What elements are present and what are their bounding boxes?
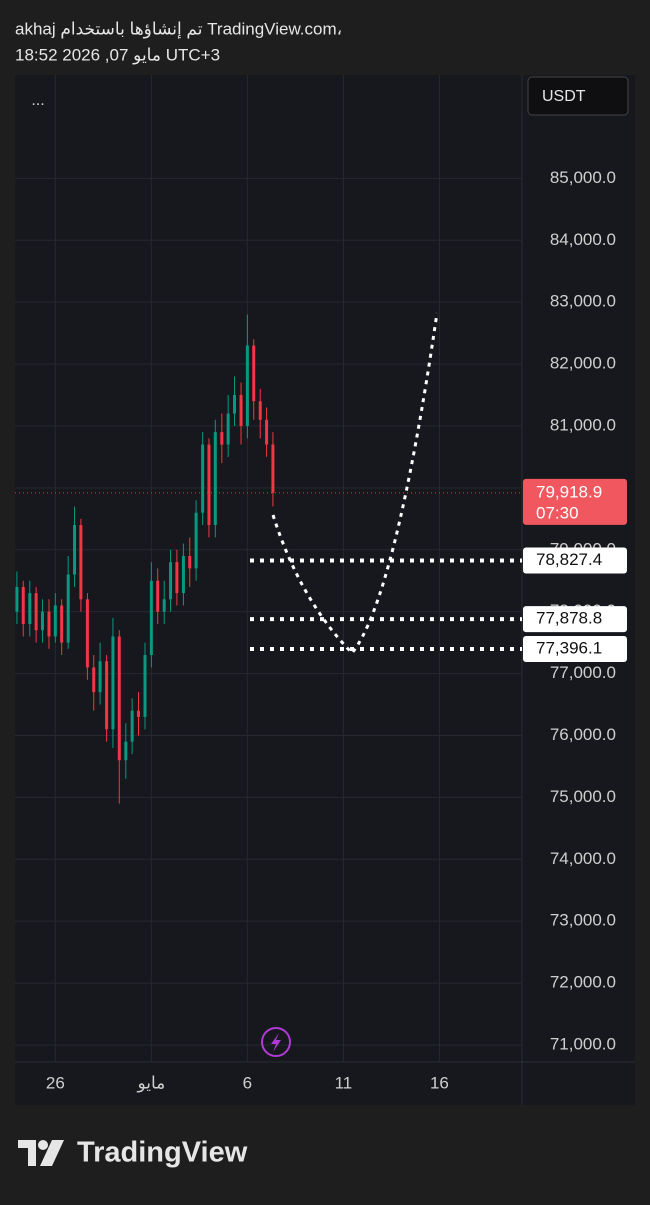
candle-body xyxy=(143,655,147,717)
candle-body xyxy=(92,667,96,693)
y-tick-label: 72,000.0 xyxy=(550,973,616,992)
candle-body xyxy=(53,605,57,637)
candle-body xyxy=(85,599,89,668)
candle-body xyxy=(156,580,160,612)
plot xyxy=(15,314,522,804)
candle-body xyxy=(149,580,153,656)
candle-body xyxy=(66,574,70,643)
header-date: 18:52 2026 ,07 مايو UTC+3 xyxy=(15,45,220,64)
y-tick-label: 82,000.0 xyxy=(550,354,616,373)
y-tick-label: 75,000.0 xyxy=(550,787,616,806)
candle-body xyxy=(79,525,83,600)
drawing-curve xyxy=(271,312,439,656)
y-tick-label: 83,000.0 xyxy=(550,292,616,311)
price-line-label: 77,878.8 xyxy=(536,609,602,628)
x-tick-label: مايو xyxy=(136,1073,165,1092)
candle-body xyxy=(245,345,249,426)
price-line-box xyxy=(523,547,627,574)
candle-body xyxy=(258,401,262,420)
candle-body xyxy=(28,593,32,625)
candle-body xyxy=(130,710,134,742)
lightning-glyph xyxy=(271,1033,281,1052)
candle-body xyxy=(188,555,192,569)
price-line-box xyxy=(523,636,627,663)
x-tick-label: 6 xyxy=(243,1073,252,1092)
countdown: 07:30 xyxy=(536,503,579,522)
candle-body xyxy=(98,661,102,693)
header-line: akhaj تم إنشاؤها باستخدام TradingView.co… xyxy=(15,19,342,39)
brand: TradingView xyxy=(77,1137,248,1169)
candle-body xyxy=(220,432,224,445)
candle-body xyxy=(34,593,38,631)
candle-body xyxy=(213,432,217,526)
candle-body xyxy=(207,444,211,526)
grid xyxy=(15,75,522,1062)
candle-body xyxy=(60,605,64,643)
candle-body xyxy=(124,741,128,761)
candle-body xyxy=(162,599,166,612)
candle-body xyxy=(201,444,205,513)
y-tick-label: 85,000.0 xyxy=(550,168,616,187)
x-tick-label: 11 xyxy=(335,1073,353,1092)
candle-body xyxy=(117,636,121,761)
y-tick-label: 73,000.0 xyxy=(550,911,616,930)
candle-body xyxy=(226,413,230,445)
candle-body xyxy=(73,525,77,575)
candle-body xyxy=(265,419,269,445)
y-tick-label: 74,000.0 xyxy=(550,849,616,868)
candle-body xyxy=(15,586,19,612)
candle-body xyxy=(111,636,115,730)
price-line-box xyxy=(523,606,627,633)
candle-body xyxy=(169,562,173,600)
y-tick-label: 76,000.0 xyxy=(550,725,616,744)
candle-body xyxy=(271,444,275,493)
candle-body xyxy=(175,562,179,594)
chart-panel xyxy=(15,75,635,1105)
candle-body xyxy=(40,611,44,631)
candle-body xyxy=(21,586,25,625)
candle-body xyxy=(105,661,109,730)
candle-body xyxy=(233,395,237,414)
candle-body xyxy=(239,395,243,426)
candle-body xyxy=(181,555,185,594)
last-price-label: 79,918.9 xyxy=(536,482,602,501)
y-tick-label: 84,000.0 xyxy=(550,230,616,249)
last-price-box xyxy=(523,478,627,525)
y-tick-label: 81,000.0 xyxy=(550,415,616,434)
price-axis: 71,000.0 72,000.0 73,000.0 74,000.0 75,000.0… xyxy=(46,168,627,1092)
candle-body xyxy=(252,345,256,402)
x-tick-label: 16 xyxy=(430,1073,449,1092)
price-line-label: 78,827.4 xyxy=(536,550,602,569)
x-tick-label: 26 xyxy=(46,1073,65,1092)
lightning-icon[interactable] xyxy=(261,1027,291,1057)
y-tick-label: 71,000.0 xyxy=(550,1034,616,1053)
candle-body xyxy=(47,611,51,637)
logo xyxy=(18,1140,64,1166)
currency[interactable]: USDT xyxy=(542,88,586,105)
price-line-label: 77,396.1 xyxy=(536,639,602,658)
menu-button[interactable]: ... xyxy=(31,92,44,109)
currency-box[interactable] xyxy=(527,76,629,116)
candle-body xyxy=(136,710,140,717)
y-tick-label: 77,000.0 xyxy=(550,663,616,682)
candle-body xyxy=(194,512,198,569)
